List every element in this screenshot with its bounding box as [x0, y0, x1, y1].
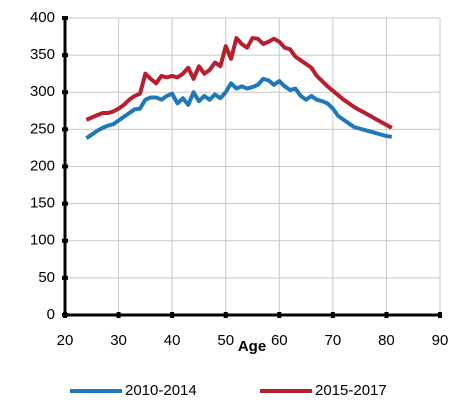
x-tick-label: 70 [325, 332, 342, 349]
x-tick-label: 60 [271, 332, 288, 349]
y-tick-label: 100 [30, 232, 55, 249]
y-tick-label: 200 [30, 157, 55, 174]
x-axis-label: Age [238, 338, 266, 355]
x-tick-label: 20 [57, 332, 74, 349]
x-tick-label: 40 [164, 332, 181, 349]
legend-label: 2010-2014 [125, 382, 197, 399]
y-tick-label: 350 [30, 46, 55, 63]
line-series [85, 36, 393, 130]
legend-label: 2015-2017 [315, 382, 387, 399]
y-tick-label: 400 [30, 9, 55, 26]
x-tick-label: 80 [378, 332, 395, 349]
x-tick-label: 30 [110, 332, 127, 349]
y-tick-label: 150 [30, 195, 55, 212]
y-tick-label: 250 [30, 120, 55, 137]
y-tick-label: 300 [30, 83, 55, 100]
y-tick-label: 0 [47, 306, 55, 323]
x-tick-label: 90 [432, 332, 449, 349]
x-tick-label: 50 [217, 332, 234, 349]
y-tick-label: 50 [38, 269, 55, 286]
line-series [85, 76, 393, 140]
